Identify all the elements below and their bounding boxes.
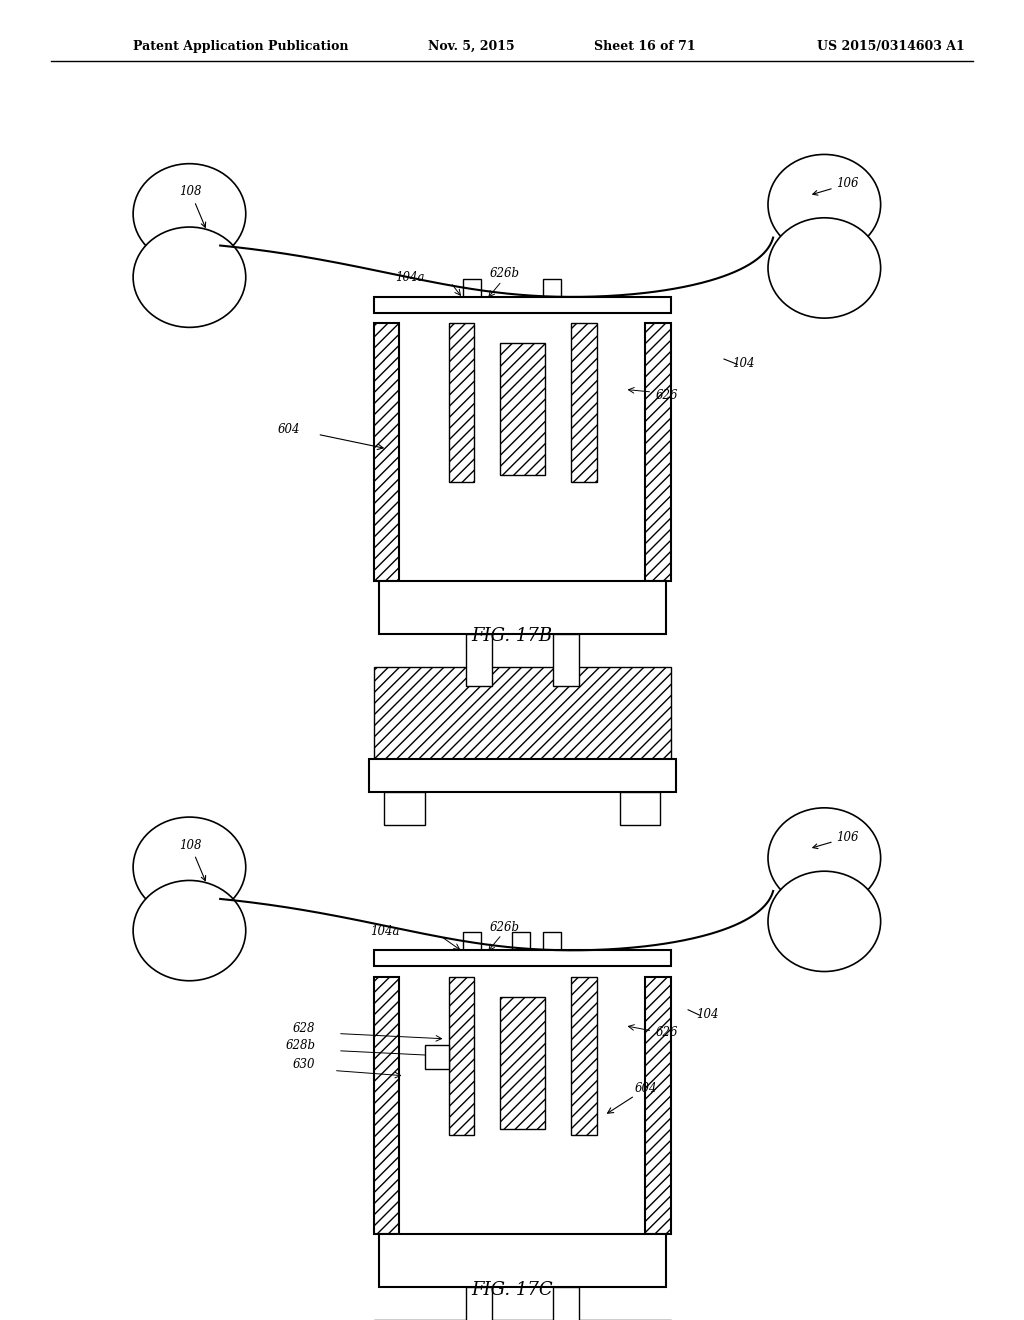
Bar bbox=[500, 343, 545, 475]
Bar bbox=[463, 932, 481, 961]
Ellipse shape bbox=[133, 164, 246, 264]
Text: 108: 108 bbox=[179, 838, 206, 880]
Text: Patent Application Publication: Patent Application Publication bbox=[133, 40, 348, 53]
Text: FIG. 17B: FIG. 17B bbox=[471, 627, 553, 645]
Text: 106: 106 bbox=[813, 830, 859, 849]
Text: 104a: 104a bbox=[395, 271, 425, 284]
Bar bbox=[645, 977, 671, 1234]
Bar bbox=[374, 950, 671, 966]
Bar bbox=[374, 323, 399, 581]
Bar bbox=[571, 323, 597, 482]
Bar bbox=[374, 297, 671, 313]
Ellipse shape bbox=[768, 808, 881, 908]
Bar bbox=[449, 977, 474, 1135]
Text: 104: 104 bbox=[696, 1007, 719, 1020]
Text: 604: 604 bbox=[635, 1081, 657, 1094]
Ellipse shape bbox=[768, 218, 881, 318]
Bar bbox=[543, 279, 561, 308]
Text: 626: 626 bbox=[655, 388, 678, 401]
Bar bbox=[553, 634, 579, 686]
Ellipse shape bbox=[133, 817, 246, 917]
Bar bbox=[374, 667, 671, 766]
Text: 626b: 626b bbox=[489, 267, 519, 280]
Text: 104: 104 bbox=[732, 356, 755, 370]
Bar bbox=[543, 932, 561, 961]
Bar bbox=[379, 581, 666, 634]
Ellipse shape bbox=[133, 880, 246, 981]
Bar bbox=[466, 634, 492, 686]
Text: Sheet 16 of 71: Sheet 16 of 71 bbox=[594, 40, 696, 53]
Bar bbox=[425, 1045, 449, 1069]
Bar bbox=[500, 997, 545, 1129]
Bar bbox=[384, 792, 425, 825]
Bar bbox=[379, 1234, 666, 1287]
Text: 604: 604 bbox=[278, 422, 300, 436]
Bar bbox=[645, 323, 671, 581]
Ellipse shape bbox=[133, 227, 246, 327]
Text: 626b: 626b bbox=[489, 920, 519, 933]
Bar bbox=[512, 932, 530, 961]
Bar bbox=[466, 1287, 492, 1320]
Text: 628b: 628b bbox=[286, 1039, 315, 1052]
Text: 630: 630 bbox=[293, 1057, 315, 1071]
Text: 104a: 104a bbox=[370, 924, 399, 937]
Text: 106: 106 bbox=[813, 177, 859, 195]
Text: Nov. 5, 2015: Nov. 5, 2015 bbox=[428, 40, 514, 53]
Bar bbox=[620, 792, 660, 825]
Bar bbox=[571, 977, 597, 1135]
Bar bbox=[463, 279, 481, 308]
Bar bbox=[374, 977, 399, 1234]
Text: 626: 626 bbox=[655, 1026, 678, 1039]
Text: 628: 628 bbox=[293, 1022, 315, 1035]
Ellipse shape bbox=[768, 154, 881, 255]
Ellipse shape bbox=[768, 871, 881, 972]
Bar bbox=[369, 759, 676, 792]
Text: FIG. 17C: FIG. 17C bbox=[471, 1280, 553, 1299]
Text: 108: 108 bbox=[179, 185, 206, 227]
Bar bbox=[449, 323, 474, 482]
Bar bbox=[553, 1287, 579, 1320]
Text: US 2015/0314603 A1: US 2015/0314603 A1 bbox=[817, 40, 965, 53]
